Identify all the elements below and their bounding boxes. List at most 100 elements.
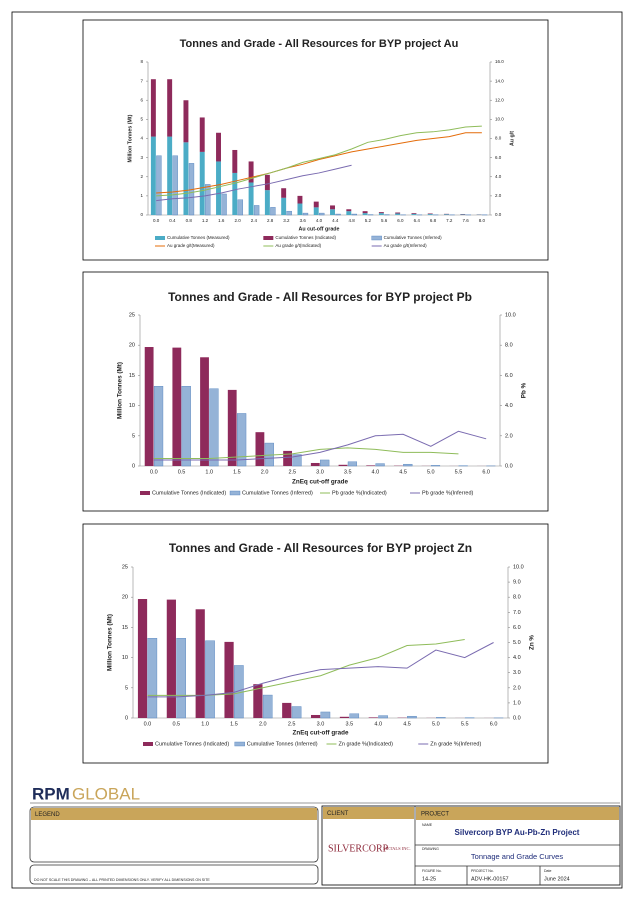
y-tick-label: 25: [129, 312, 135, 318]
bar: [435, 717, 446, 719]
y2-tick-label: 8.0: [505, 343, 513, 349]
bar: [167, 79, 173, 137]
x-tick-label: 6.8: [430, 218, 437, 223]
bar: [153, 386, 164, 467]
bar: [319, 212, 325, 216]
bar: [172, 347, 182, 466]
bar: [195, 609, 205, 718]
bar: [411, 213, 417, 214]
legend-label: Cumulative Tonnes (Indicated): [155, 741, 229, 747]
date: June 2024: [544, 876, 570, 882]
bar: [351, 213, 358, 216]
x-tick-label: 3.0: [316, 469, 324, 475]
figure-number: 14-25: [422, 876, 436, 882]
bar: [378, 715, 388, 719]
project-name: Silvercorp BYP Au-Pb-Zn Project: [455, 828, 580, 837]
bar: [310, 714, 321, 718]
bar: [430, 465, 441, 467]
bar: [395, 213, 401, 215]
bar: [460, 214, 466, 215]
legend-label: Pb grade %(Inferred): [422, 490, 474, 496]
x-tick-label: 1.0: [205, 469, 213, 475]
y2-tick-label: 2.0: [505, 433, 513, 439]
page-frame: [11, 11, 623, 889]
bar: [262, 694, 273, 719]
bar: [224, 641, 234, 718]
x-tick-label: 4.0: [316, 218, 323, 223]
y2-tick-label: 14.0: [495, 78, 504, 83]
bar: [347, 461, 358, 467]
x-tick-label: 0.8: [186, 218, 193, 223]
y-tick-label: 5: [140, 117, 143, 122]
bar: [330, 209, 335, 215]
charts: Tonnes and Grade - All Resources for BYP…: [82, 19, 549, 764]
bar: [248, 161, 254, 183]
line: [153, 447, 459, 459]
y-axis-title: Million Tonnes (Mt): [117, 362, 124, 419]
x-tick-label: 2.4: [251, 218, 258, 223]
bar: [216, 132, 221, 162]
bar: [255, 432, 265, 466]
bar: [281, 197, 287, 215]
y-tick-label: 0: [140, 212, 143, 217]
legend-label: Cumulative Tonnes (Indicated): [275, 235, 336, 240]
line: [147, 642, 494, 698]
bar: [172, 155, 178, 216]
bar: [281, 188, 287, 198]
bar: [227, 389, 237, 466]
x-tick-label: 0.4: [169, 218, 176, 223]
x-tick-label: 6.4: [414, 218, 421, 223]
bar: [366, 465, 376, 466]
y-tick-label: 20: [129, 343, 135, 349]
legend-swatch: [143, 742, 153, 746]
y2-tick-label: 8.0: [495, 136, 502, 141]
x-tick-label: 1.0: [201, 721, 209, 727]
bar: [209, 388, 219, 467]
x-axis-title: Au cut-off grade: [299, 226, 340, 232]
y2-axis-title: Au g/t: [509, 131, 515, 146]
x-tick-label: 3.0: [317, 721, 325, 727]
bar: [216, 161, 221, 215]
bar: [362, 211, 368, 214]
drawing-name: Tonnage and Grade Curves: [471, 852, 563, 861]
y-tick-label: 15: [122, 625, 128, 631]
bar: [362, 213, 368, 215]
title-block: RPM GLOBAL LEGEND DO NOT SCALE THIS DRAW…: [29, 784, 621, 886]
bar: [338, 464, 348, 466]
bar: [156, 155, 162, 216]
chart-frame: [82, 523, 549, 764]
client-name: SILVERCORP: [328, 843, 389, 854]
bar: [253, 684, 263, 718]
x-tick-label: 0.5: [178, 469, 186, 475]
chart: Tonnes and Grade - All Resources for BYP…: [82, 523, 549, 764]
project-number-label: PROJECT No.: [471, 869, 494, 873]
y2-tick-label: 5.0: [513, 640, 521, 646]
y-tick-label: 0: [125, 715, 128, 721]
y2-tick-label: 2.0: [513, 685, 521, 691]
x-tick-label: 0.0: [144, 721, 152, 727]
x-tick-label: 0.0: [153, 218, 160, 223]
line: [156, 132, 482, 194]
x-tick-label: 1.2: [202, 218, 209, 223]
y2-tick-label: 8.0: [513, 595, 521, 601]
bar: [282, 702, 292, 718]
legend-label: Zn grade %(Inferred): [430, 741, 481, 747]
y2-tick-label: 2.0: [495, 193, 502, 198]
x-axis-title: ZnEq cut-off grade: [293, 730, 349, 737]
bar: [200, 357, 209, 466]
bar: [378, 213, 384, 215]
bar: [346, 211, 352, 215]
y2-tick-label: 10.0: [513, 564, 524, 570]
y2-tick-label: 3.0: [513, 670, 521, 676]
bar: [137, 599, 148, 718]
x-tick-label: 4.4: [332, 218, 339, 223]
y-axis-title: Million Tonnes (Mt): [127, 114, 133, 162]
legend-label: Au grade g/t(Inferred): [384, 243, 428, 248]
bar: [183, 142, 189, 215]
legend-box: [29, 806, 319, 863]
project-number: ADV-HK-00157: [471, 876, 509, 882]
name-label: NAME: [422, 823, 433, 827]
x-tick-label: 5.5: [455, 469, 463, 475]
bar: [205, 184, 211, 216]
y2-tick-label: 7.0: [513, 610, 521, 616]
